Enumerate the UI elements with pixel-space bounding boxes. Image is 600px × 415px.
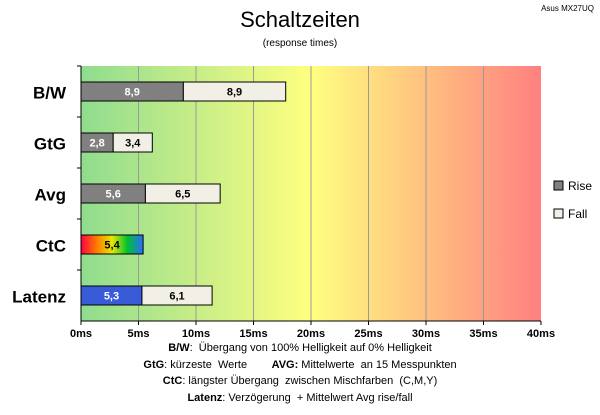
x-tick-label: 20ms bbox=[297, 328, 325, 340]
bar-fall bbox=[141, 285, 213, 306]
footnote-key: B/W bbox=[168, 342, 190, 354]
category-label: GtG bbox=[34, 135, 66, 154]
footnote-text: Mittelwerte an 15 Messpunkten bbox=[298, 358, 457, 371]
bar-fall-label: 6,1 bbox=[169, 291, 184, 303]
category-label: Avg bbox=[35, 186, 67, 205]
chart-title: Schaltzeiten bbox=[240, 7, 360, 32]
footnotes: B/W: Übergang von 100% Helligkeit auf 0%… bbox=[0, 340, 600, 406]
footnote-key: AVG: bbox=[271, 358, 299, 371]
legend-label: Rise bbox=[568, 179, 592, 193]
bar-fall-label: 3,4 bbox=[125, 138, 141, 150]
footnote-text: : kürzeste Werte bbox=[164, 358, 272, 371]
footnote-text: : Übergang von 100% Helligkeit auf 0% He… bbox=[189, 342, 432, 354]
x-tick-label: 10ms bbox=[182, 328, 210, 340]
footnote-line: GtG: kürzeste Werte AVG: Mittelwerte an … bbox=[0, 357, 600, 374]
bar-rise-label: 8,9 bbox=[125, 87, 140, 99]
corner-label: Asus MX27UQ bbox=[541, 4, 594, 13]
bar-rise-label: 5,4 bbox=[104, 240, 120, 252]
bar-rise-label: 5,3 bbox=[104, 291, 119, 303]
footnote-line: CtC: längster Übergang zwischen Mischfar… bbox=[0, 373, 600, 390]
x-tick-label: 0ms bbox=[70, 328, 92, 340]
bar-fall bbox=[144, 183, 221, 204]
x-tick-label: 15ms bbox=[239, 328, 267, 340]
bar-fall-label: 6,5 bbox=[175, 189, 190, 201]
footnote-line: Latenz: Verzögerung + Mittelwert Avg ris… bbox=[0, 390, 600, 407]
bar-fall bbox=[182, 81, 287, 102]
x-tick-label: 40ms bbox=[527, 328, 555, 340]
footnote-line: B/W: Übergang von 100% Helligkeit auf 0%… bbox=[0, 340, 600, 357]
x-tick-label: 30ms bbox=[412, 328, 440, 340]
legend-swatch bbox=[553, 180, 564, 191]
category-label: CtC bbox=[36, 237, 66, 256]
bar-fall-label: 8,9 bbox=[227, 87, 242, 99]
x-tick-label: 25ms bbox=[354, 328, 382, 340]
footnote-text: : längster Übergang zwischen Mischfarben… bbox=[182, 375, 438, 387]
bar-fall bbox=[112, 132, 153, 153]
x-tick-label: 35ms bbox=[469, 328, 497, 340]
footnote-key: GtG bbox=[143, 358, 165, 371]
category-label: B/W bbox=[33, 84, 67, 103]
bar-rise-label: 2,8 bbox=[89, 138, 104, 150]
footnote-key: Latenz bbox=[187, 391, 223, 404]
legend-label: Fall bbox=[568, 207, 587, 221]
legend-swatch bbox=[553, 208, 564, 219]
footnote-key: CtC bbox=[162, 375, 183, 387]
x-tick-label: 5ms bbox=[127, 328, 149, 340]
bar-rise-label: 5,6 bbox=[106, 189, 121, 201]
category-label: Latenz bbox=[12, 288, 66, 307]
chart-subtitle: (response times) bbox=[263, 38, 337, 49]
footnote-text: : Verzögerung + Mittelwert Avg rise/fall bbox=[222, 391, 413, 404]
